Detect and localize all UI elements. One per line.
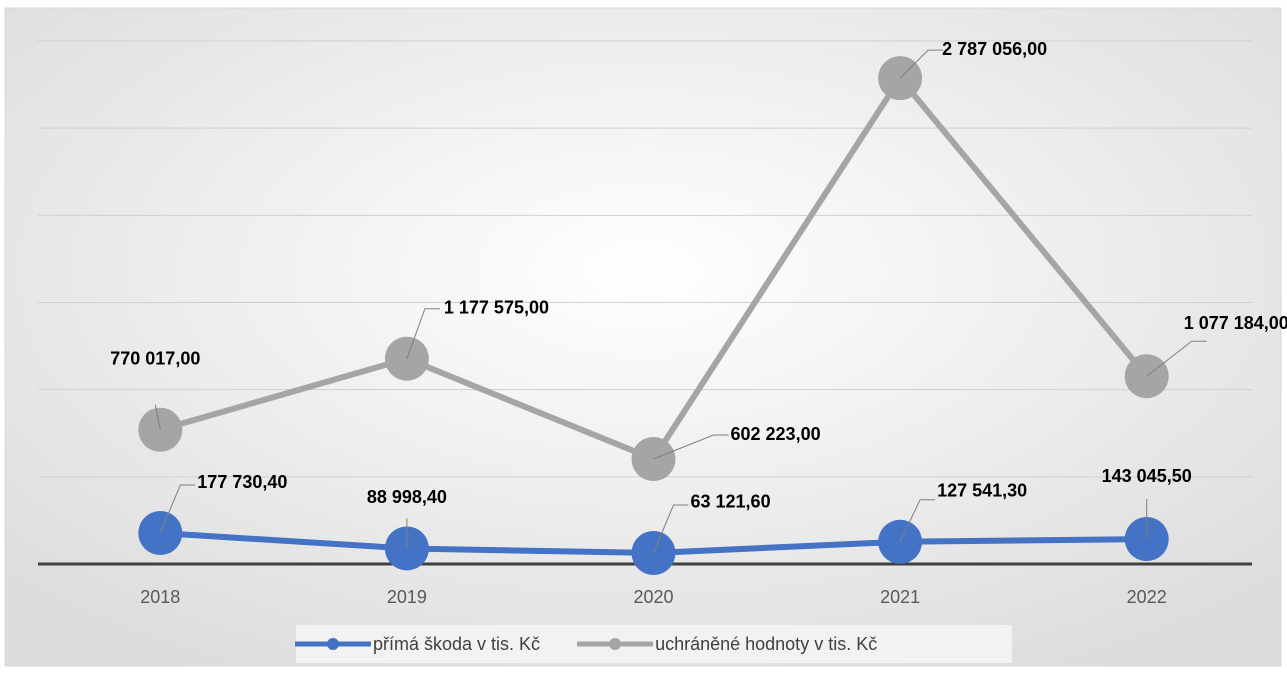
leader-line xyxy=(406,308,440,359)
leader-line xyxy=(154,404,161,430)
x-tick-label: 2019 xyxy=(387,587,427,607)
x-tick-label: 2018 xyxy=(140,587,180,607)
x-tick-label: 2021 xyxy=(880,587,920,607)
leader-line xyxy=(899,499,936,542)
leader-line xyxy=(653,504,689,554)
legend-marker xyxy=(327,638,339,650)
data-label: 1 077 184,00 xyxy=(1184,313,1287,333)
legend-label: přímá škoda v tis. Kč xyxy=(373,634,540,654)
legend-box xyxy=(296,625,1012,663)
leader-line xyxy=(159,484,196,534)
data-label: 1 177 575,00 xyxy=(444,297,549,317)
x-tick-label: 2022 xyxy=(1127,587,1167,607)
legend-marker xyxy=(609,638,622,650)
leader-line xyxy=(1146,340,1207,377)
data-label: 602 223,00 xyxy=(731,424,821,444)
data-label: 88 998,40 xyxy=(367,487,447,507)
data-label: 143 045,50 xyxy=(1102,466,1192,486)
legend-label: uchráněné hodnoty v tis. Kč xyxy=(655,634,877,654)
leader-line xyxy=(899,49,944,79)
leader-line xyxy=(653,434,729,460)
data-label: 127 541,30 xyxy=(937,481,1027,501)
data-label: 63 121,60 xyxy=(691,492,771,512)
x-tick-label: 2020 xyxy=(633,587,673,607)
data-label: 177 730,40 xyxy=(197,472,287,492)
data-label: 770 017,00 xyxy=(110,349,200,369)
data-label: 2 787 056,00 xyxy=(942,39,1047,59)
